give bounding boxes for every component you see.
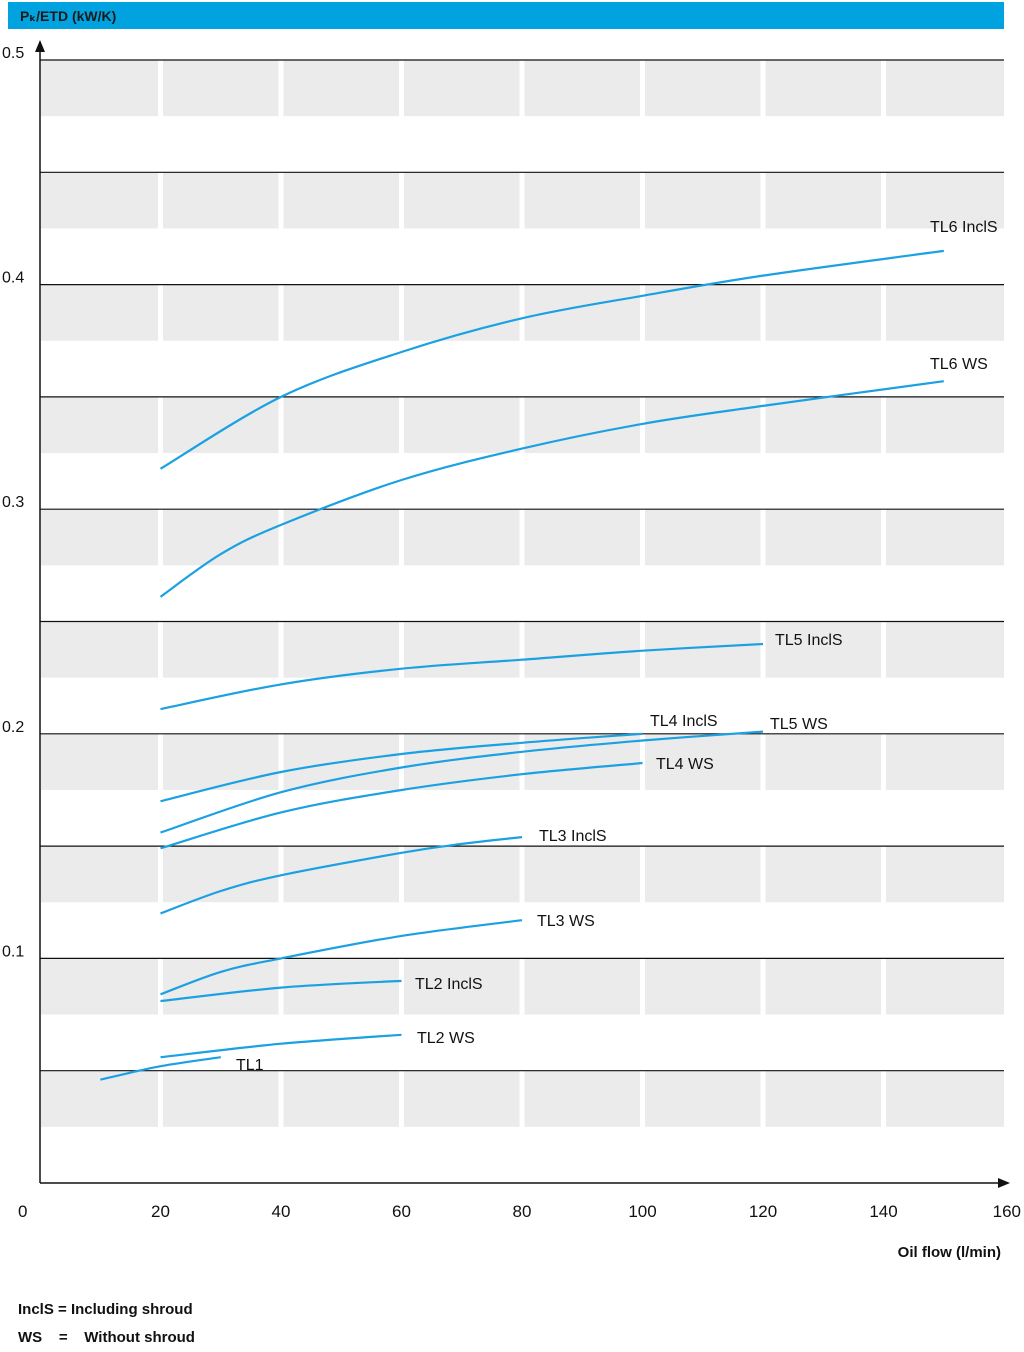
series-line	[160, 761, 643, 850]
axes	[35, 40, 1010, 1188]
series-label: TL1	[236, 1057, 264, 1074]
series-line	[160, 1033, 402, 1059]
series-labels: TL6 InclS TL6 WS TL5 InclS TL5 WS TL4 InclS T…	[236, 219, 998, 1074]
legend-row-inclS: InclS = Including shroud	[18, 1296, 195, 1324]
legend-sep: =	[53, 1301, 71, 1318]
series-label: TL4 WS	[656, 756, 714, 773]
series-line	[160, 732, 643, 803]
series-label: TL6 WS	[930, 356, 988, 373]
x-tick-label: 40	[272, 1202, 291, 1221]
x-tick-label: 120	[749, 1202, 777, 1221]
x-tick-label: 60	[392, 1202, 411, 1221]
series-label: TL2 InclS	[415, 976, 483, 993]
series-label: TL2 WS	[417, 1030, 475, 1047]
x-tick-label: 100	[628, 1202, 656, 1221]
series-lines	[100, 249, 944, 1081]
legend-abbr: InclS	[18, 1301, 54, 1318]
y-tick-label: 0.5	[2, 45, 24, 62]
x-axis-title: Oil flow (l/min)	[898, 1244, 1001, 1261]
horizontal-grid	[40, 59, 1004, 1072]
y-tick-labels: 0.1 0.2 0.3 0.4 0.5	[2, 45, 24, 960]
x-tick-label: 80	[513, 1202, 532, 1221]
legend-abbr: WS	[18, 1329, 43, 1346]
legend-text: Including shroud	[70, 1301, 193, 1318]
series-label: TL5 WS	[770, 716, 828, 733]
series-line	[160, 836, 523, 915]
legend-text: Without shroud	[84, 1329, 195, 1346]
legend-row-ws: WS = Without shroud	[18, 1324, 195, 1352]
y-tick-label: 0.2	[2, 719, 24, 736]
x-tick-labels: 0 20 40 60 80 100 120 140 160	[18, 1202, 1021, 1221]
x-tick-label: 160	[993, 1202, 1021, 1221]
series-label: TL5 InclS	[775, 632, 843, 649]
y-axis-title: Pₖ/ETD (kW/K)	[20, 8, 117, 24]
series-label: TL3 WS	[537, 913, 595, 930]
series-line	[160, 730, 764, 834]
y-tick-label: 0.3	[2, 494, 24, 511]
x-tick-label: 20	[151, 1202, 170, 1221]
y-tick-label: 0.4	[2, 270, 24, 287]
series-line	[159, 249, 944, 470]
series-label: TL4 InclS	[650, 713, 718, 730]
series-label: TL3 InclS	[539, 828, 607, 845]
y-axis-arrow	[35, 40, 45, 52]
series-line	[160, 979, 402, 1003]
series-label: TL6 InclS	[930, 219, 998, 236]
legend-sep: =	[42, 1329, 85, 1346]
series-line	[160, 919, 523, 996]
y-tick-label: 0.1	[2, 943, 24, 960]
series-line	[160, 642, 764, 711]
x-axis-arrow	[998, 1178, 1010, 1188]
chart: 0 20 40 60 80 100 120 140 160 0.1 0.2 0.3 0.4 0.5 TL…	[2, 40, 1021, 1261]
legend: InclS = Including shroud WS = Without sh…	[18, 1296, 195, 1352]
chart-header-bar: Pₖ/ETD (kW/K)	[8, 2, 1004, 29]
x-tick-label: 0	[18, 1202, 27, 1221]
x-tick-label: 140	[869, 1202, 897, 1221]
series-line	[100, 1056, 221, 1081]
series-line	[159, 380, 944, 598]
